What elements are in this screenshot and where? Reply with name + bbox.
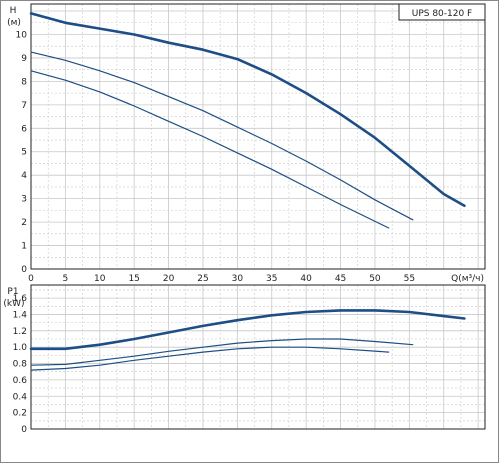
y-axis-unit: (kW): [3, 299, 24, 309]
series-line-1: [29, 309, 466, 351]
y-tick-label: 4: [21, 171, 27, 181]
y-tick-label: 7: [21, 101, 27, 111]
y-tick-label: 8: [21, 77, 27, 87]
plot-frame: [30, 3, 486, 270]
y-tick-label: 5: [21, 148, 27, 158]
y-tick-label: 0.2: [13, 409, 27, 419]
plot-frame: [30, 284, 486, 430]
x-tick-label: 35: [266, 274, 277, 284]
y-axis-label: H: [10, 6, 17, 16]
model-label-box: [398, 3, 486, 21]
y-tick-label: 6: [21, 124, 27, 134]
x-tick-label: 50: [369, 274, 381, 284]
y-tick-label: 1.6: [13, 294, 28, 304]
y-tick-label: 10: [16, 30, 28, 40]
x-tick-label: 55: [404, 274, 415, 284]
y-tick-label: 1.2: [13, 327, 27, 337]
y-tick-label: 9: [21, 54, 27, 64]
series-line-3: [30, 70, 390, 229]
y-tick-label: 0.8: [13, 360, 28, 370]
x-tick-label: 15: [128, 274, 139, 284]
series-line-1: [29, 12, 466, 207]
x-tick-label: 40: [300, 274, 312, 284]
x-tick-label: 25: [197, 274, 208, 284]
chart-title: UPS 80-120 F: [412, 9, 473, 19]
y-tick-label: 0: [21, 265, 27, 275]
x-tick-label: 20: [163, 274, 175, 284]
y-tick-label: 2: [21, 218, 27, 228]
power-panel: 0 0.2 0.4 0.6 0.8 1.0 1.2 1.4 1.6P1 (kW): [3, 284, 486, 435]
y-tick-label: 1: [21, 242, 27, 252]
y-tick-label: 1.0: [13, 343, 28, 353]
y-axis-label: P1: [7, 287, 18, 297]
y-tick-label: 0: [21, 425, 27, 435]
x-tick-label: 45: [335, 274, 346, 284]
y-tick-label: 0.6: [13, 376, 28, 386]
y-tick-label: 1.4: [13, 310, 28, 320]
series-line-2: [30, 338, 414, 366]
x-tick-label: 10: [94, 274, 106, 284]
x-tick-label: 5: [63, 274, 69, 284]
series-line-2: [30, 51, 414, 221]
x-axis-label: Q(м³/ч): [451, 274, 484, 284]
x-tick-label: 30: [232, 274, 244, 284]
y-tick-label: 3: [21, 195, 27, 205]
y-axis-unit: (м): [7, 18, 21, 28]
series-line-3: [30, 346, 390, 371]
x-tick-label: 0: [28, 274, 34, 284]
y-tick-label: 0.4: [13, 392, 28, 402]
